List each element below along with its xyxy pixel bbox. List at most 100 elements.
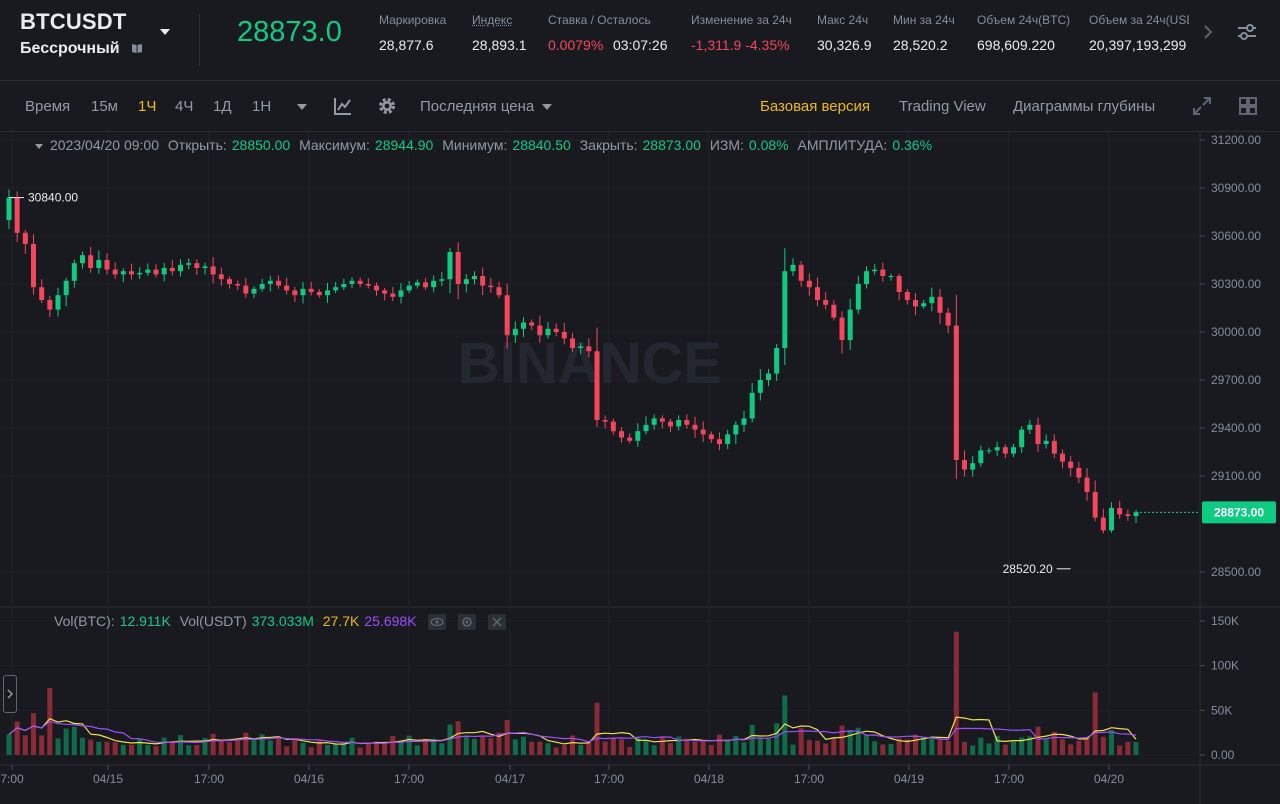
volume-bar bbox=[676, 736, 682, 755]
candle-body bbox=[831, 304, 837, 318]
volume-bar bbox=[708, 744, 714, 755]
candle-body bbox=[178, 264, 183, 272]
volume-bar bbox=[14, 721, 20, 755]
settings-small-icon[interactable] bbox=[458, 614, 477, 631]
interval-4h[interactable]: 4Ч bbox=[175, 98, 194, 115]
symbol-name[interactable]: BTCUSDT bbox=[20, 9, 127, 34]
indicator-icon[interactable] bbox=[333, 96, 353, 116]
volume-bar bbox=[398, 742, 404, 755]
volume-bar bbox=[659, 737, 665, 755]
volume-bar bbox=[1011, 741, 1016, 755]
candle-body bbox=[1019, 429, 1025, 448]
volume-bar bbox=[1084, 738, 1090, 755]
candle-body bbox=[55, 295, 61, 310]
candle-body bbox=[341, 284, 347, 288]
price-type-select[interactable]: Последняя цена bbox=[420, 98, 535, 115]
volume-bar bbox=[382, 742, 388, 755]
mark-price-label: Маркировка bbox=[379, 13, 447, 27]
interval-1w[interactable]: 1Н bbox=[252, 98, 272, 115]
volume-bar bbox=[1117, 745, 1123, 755]
candle-body bbox=[137, 272, 143, 275]
volume-bar bbox=[929, 736, 935, 755]
index-price-label[interactable]: Индекс bbox=[472, 13, 513, 27]
price-chart[interactable]: BINANCE 31200.00 30900.00 30600.00 30300.00… bbox=[0, 133, 1280, 804]
expand-icon[interactable] bbox=[1192, 96, 1212, 116]
volume-bar bbox=[733, 735, 739, 755]
interval-15m[interactable]: 15м bbox=[91, 98, 118, 115]
gear-icon[interactable] bbox=[377, 96, 397, 116]
price-type-dropdown-icon[interactable] bbox=[541, 102, 553, 112]
volume-bar bbox=[349, 737, 355, 755]
volume-bar bbox=[545, 743, 551, 755]
view-depth[interactable]: Диаграммы глубины bbox=[1013, 98, 1156, 115]
candle-body bbox=[798, 264, 804, 281]
volume-bar bbox=[1002, 744, 1008, 755]
volume-bar bbox=[1068, 744, 1074, 755]
sliders-icon[interactable] bbox=[1236, 22, 1258, 42]
volume-bar bbox=[627, 746, 633, 755]
more-intervals-dropdown-icon[interactable] bbox=[296, 102, 308, 112]
change-24h-value: -1,311.9 -4.35% bbox=[691, 37, 790, 53]
high-label: Максимум: bbox=[299, 137, 370, 153]
volume-bar bbox=[374, 741, 379, 755]
vol-ma2-value: 25.698K bbox=[364, 613, 417, 629]
candle-body bbox=[325, 290, 330, 296]
volume-bar bbox=[202, 737, 208, 755]
volume-bar bbox=[757, 737, 763, 755]
candle-body bbox=[635, 431, 641, 441]
low-value: 28840.50 bbox=[512, 137, 571, 153]
interval-1d[interactable]: 1Д bbox=[213, 98, 232, 115]
price-tick-label: 30300.00 bbox=[1211, 277, 1261, 291]
interval-1h[interactable]: 1Ч bbox=[138, 98, 157, 115]
view-tradingview[interactable]: Trading View bbox=[899, 98, 986, 115]
funding-countdown-value: 03:07:26 bbox=[613, 37, 668, 53]
candle-body bbox=[929, 296, 935, 304]
chevron-right-icon[interactable] bbox=[1200, 22, 1216, 42]
candle-body bbox=[251, 288, 257, 294]
symbol-dropdown-icon[interactable] bbox=[158, 26, 172, 38]
candle-body bbox=[406, 285, 412, 291]
volume-info-row: Vol(BTC): 12.911K Vol(USDT) 373.033M 27.7K… bbox=[34, 613, 511, 631]
volume-bar bbox=[292, 737, 298, 755]
price-tick-label: 30000.00 bbox=[1211, 325, 1261, 339]
candle-body bbox=[235, 284, 241, 286]
candle-body bbox=[1043, 440, 1049, 444]
side-panel-toggle[interactable] bbox=[3, 675, 17, 713]
candle-body bbox=[749, 392, 755, 419]
candle-body bbox=[202, 266, 208, 268]
time-tick-label: 17:00 bbox=[994, 772, 1024, 786]
volume-bar bbox=[782, 695, 788, 755]
volume-bar bbox=[414, 745, 420, 755]
layout-grid-icon[interactable] bbox=[1238, 96, 1258, 116]
volume-bar bbox=[986, 743, 992, 755]
candle-body bbox=[937, 296, 943, 313]
candle-body bbox=[374, 285, 379, 291]
collapse-caret-icon[interactable] bbox=[34, 142, 44, 150]
open-label: Открыть: bbox=[167, 137, 227, 153]
volume-bar bbox=[504, 719, 510, 755]
volume-bar bbox=[137, 739, 143, 755]
candle-body bbox=[1002, 447, 1008, 454]
candle-body bbox=[243, 285, 249, 294]
price-tick-label: 31200.00 bbox=[1211, 133, 1261, 147]
book-icon[interactable] bbox=[131, 43, 143, 54]
eye-icon[interactable] bbox=[428, 614, 447, 631]
volume-bar bbox=[561, 745, 567, 755]
change-label: ИЗМ: bbox=[709, 137, 744, 153]
close-icon[interactable] bbox=[488, 614, 507, 631]
volume-bar bbox=[1043, 738, 1049, 755]
candle-body bbox=[700, 429, 706, 435]
candle-body bbox=[194, 263, 200, 268]
candle-body bbox=[316, 292, 322, 296]
volume-bar bbox=[831, 737, 837, 755]
volume-tick-label: 150K bbox=[1211, 614, 1239, 628]
volume-bar bbox=[994, 735, 1000, 755]
volume-bar bbox=[872, 741, 878, 755]
candle-body bbox=[463, 279, 469, 284]
candle-body bbox=[382, 290, 388, 294]
candle-body bbox=[1035, 424, 1041, 444]
volume-bar bbox=[153, 746, 159, 755]
volume-bar bbox=[512, 739, 518, 755]
view-basic[interactable]: Базовая версия bbox=[760, 98, 870, 115]
candle-body bbox=[349, 280, 355, 284]
